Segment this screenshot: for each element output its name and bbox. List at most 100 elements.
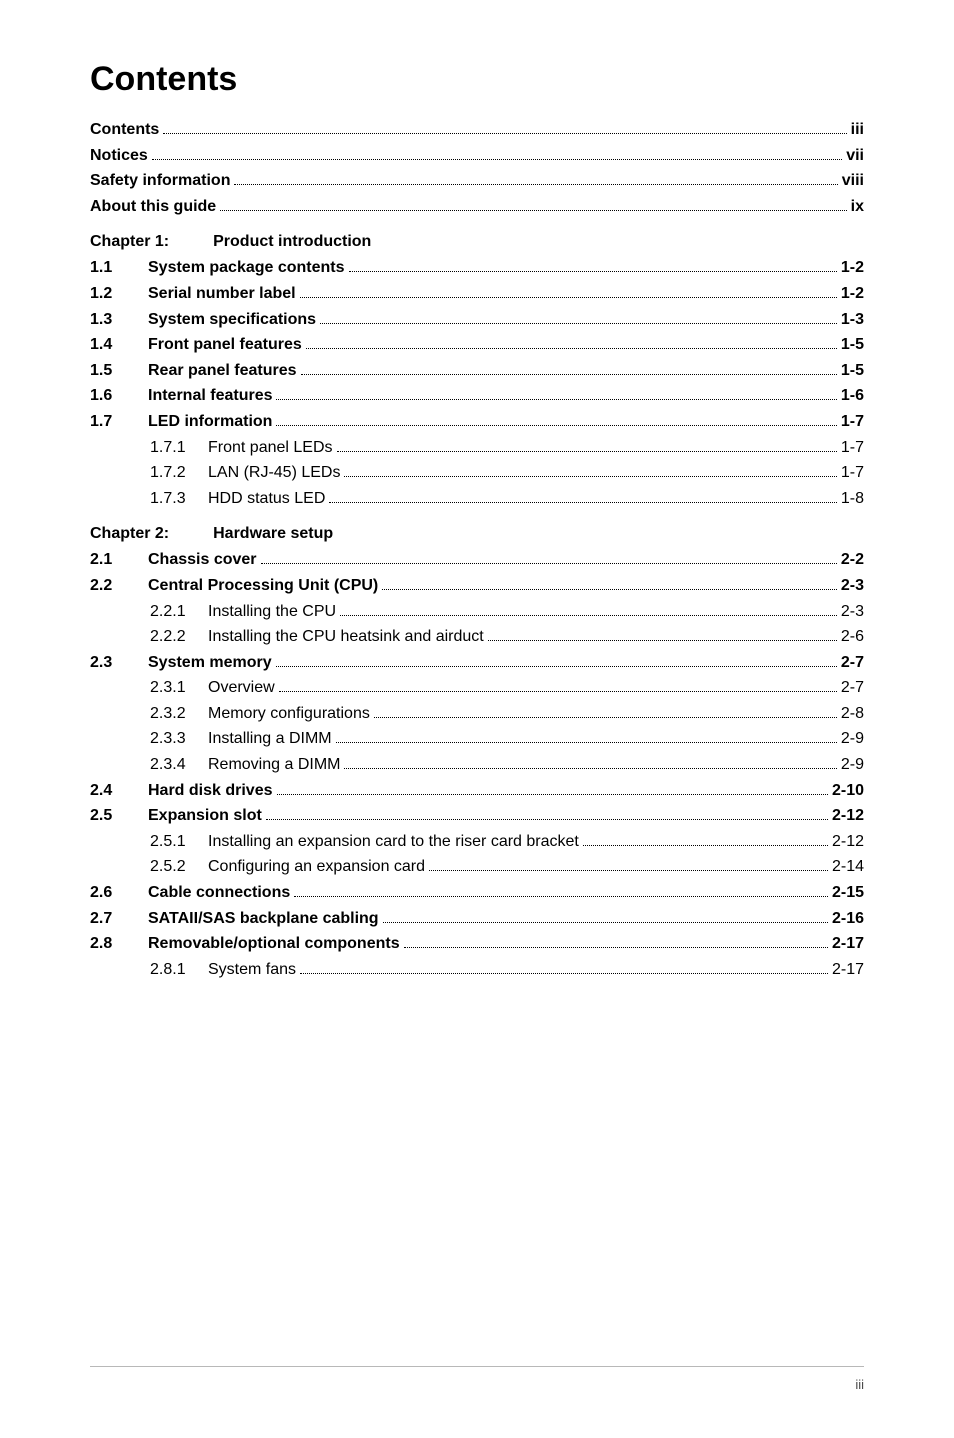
toc-entry: 2.1Chassis cover 2-2 — [90, 547, 864, 573]
toc-page: 2-16 — [832, 906, 864, 932]
leader-dots — [382, 589, 837, 590]
toc-page: 1-2 — [841, 255, 864, 281]
toc-page: 2-12 — [832, 803, 864, 829]
toc-page: 1-5 — [841, 358, 864, 384]
toc-subentry: 2.3.3Installing a DIMM 2-9 — [90, 726, 864, 752]
toc-entry: 2.6Cable connections 2-15 — [90, 880, 864, 906]
toc-label: 2.8.1System fans — [150, 957, 296, 983]
toc-entry: 2.3System memory 2-7 — [90, 650, 864, 676]
leader-dots — [163, 133, 846, 134]
leader-dots — [276, 399, 836, 400]
leader-dots — [279, 691, 837, 692]
chapter-block: Chapter 1: Product introduction 1.1Syste… — [90, 233, 864, 511]
leader-dots — [349, 271, 837, 272]
leader-dots — [336, 742, 837, 743]
toc-subentry: 2.3.2Memory configurations 2-8 — [90, 701, 864, 727]
toc-entry: 1.6Internal features 1-6 — [90, 383, 864, 409]
toc-label: 1.1System package contents — [90, 255, 345, 281]
leader-dots — [220, 210, 846, 211]
toc-entry: 2.7SATAII/SAS backplane cabling 2-16 — [90, 906, 864, 932]
toc-page: vii — [846, 143, 864, 169]
spacer — [169, 233, 213, 251]
leader-dots — [429, 870, 828, 871]
document-page: Contents Contents iii Notices vii Safety… — [0, 0, 954, 1438]
toc-page: viii — [842, 168, 864, 194]
leader-dots — [276, 425, 836, 426]
toc-label: 2.2.1Installing the CPU — [150, 599, 336, 625]
leader-dots — [277, 794, 828, 795]
toc-page: 2-3 — [841, 599, 864, 625]
toc-page: 1-7 — [841, 460, 864, 486]
leader-dots — [583, 845, 828, 846]
leader-dots — [374, 717, 837, 718]
toc-subentry: 2.2.2Installing the CPU heatsink and air… — [90, 624, 864, 650]
toc-page: 2-8 — [841, 701, 864, 727]
toc-label: 2.5Expansion slot — [90, 803, 262, 829]
toc-page: 2-2 — [841, 547, 864, 573]
toc-page: 2-17 — [832, 931, 864, 957]
leader-dots — [152, 159, 842, 160]
leader-dots — [266, 819, 828, 820]
toc-entry: 1.2Serial number label 1-2 — [90, 281, 864, 307]
toc-label: 2.3.2Memory configurations — [150, 701, 370, 727]
page-footer: iii — [90, 1366, 864, 1392]
toc-label: 1.6Internal features — [90, 383, 272, 409]
toc-subentry: 2.3.4Removing a DIMM 2-9 — [90, 752, 864, 778]
toc-entry: 1.7LED information 1-7 — [90, 409, 864, 435]
toc-subentry: 2.5.2Configuring an expansion card 2-14 — [90, 854, 864, 880]
toc-label: 2.6Cable connections — [90, 880, 290, 906]
toc-entry: 1.5Rear panel features 1-5 — [90, 358, 864, 384]
toc-page: 2-6 — [841, 624, 864, 650]
page-title: Contents — [90, 60, 864, 99]
toc-label: 2.3.3Installing a DIMM — [150, 726, 332, 752]
toc-label: Safety information — [90, 168, 230, 194]
toc-label: 2.2.2Installing the CPU heatsink and air… — [150, 624, 484, 650]
leader-dots — [276, 666, 837, 667]
toc-label: 1.7.3HDD status LED — [150, 486, 325, 512]
toc-page: 2-3 — [841, 573, 864, 599]
toc-label: 1.5Rear panel features — [90, 358, 297, 384]
leader-dots — [329, 502, 837, 503]
toc-page: 1-6 — [841, 383, 864, 409]
chapter-heading: Chapter 1: Product introduction — [90, 233, 864, 251]
chapter-name: Hardware setup — [213, 525, 333, 543]
toc-subentry: 2.5.1Installing an expansion card to the… — [90, 829, 864, 855]
chapter-block: Chapter 2: Hardware setup 2.1Chassis cov… — [90, 525, 864, 982]
toc-label: 1.7.1Front panel LEDs — [150, 435, 333, 461]
toc-subentry: 2.3.1Overview 2-7 — [90, 675, 864, 701]
toc-page: 1-5 — [841, 332, 864, 358]
toc-entry: 1.1System package contents 1-2 — [90, 255, 864, 281]
toc-entry: 1.3System specifications 1-3 — [90, 307, 864, 333]
toc-label: 2.3.1Overview — [150, 675, 275, 701]
toc-page: 2-10 — [832, 778, 864, 804]
leader-dots — [300, 973, 828, 974]
toc-label: 2.1Chassis cover — [90, 547, 257, 573]
toc-label: 2.8Removable/optional components — [90, 931, 400, 957]
leader-dots — [320, 323, 837, 324]
toc-page: 1-7 — [841, 435, 864, 461]
leader-dots — [383, 922, 828, 923]
toc-entry: 2.5Expansion slot 2-12 — [90, 803, 864, 829]
toc-label: 1.2Serial number label — [90, 281, 296, 307]
toc-label: 1.4Front panel features — [90, 332, 302, 358]
toc-label: 2.5.2Configuring an expansion card — [150, 854, 425, 880]
toc-label: 2.7SATAII/SAS backplane cabling — [90, 906, 379, 932]
leader-dots — [306, 348, 837, 349]
chapter-label: Chapter 2: — [90, 525, 169, 543]
leader-dots — [488, 640, 837, 641]
toc-page: 2-7 — [841, 675, 864, 701]
leader-dots — [337, 451, 837, 452]
toc-label: 1.3System specifications — [90, 307, 316, 333]
toc-label: About this guide — [90, 194, 216, 220]
leader-dots — [234, 184, 837, 185]
chapter-name: Product introduction — [213, 233, 371, 251]
toc-page: ix — [851, 194, 864, 220]
chapter-label: Chapter 1: — [90, 233, 169, 251]
toc-label: 2.4Hard disk drives — [90, 778, 273, 804]
toc-page: 1-3 — [841, 307, 864, 333]
toc-label: 2.3System memory — [90, 650, 272, 676]
toc-entry: 1.4Front panel features 1-5 — [90, 332, 864, 358]
toc-entry: About this guide ix — [90, 194, 864, 220]
toc-subentry: 2.2.1Installing the CPU 2-3 — [90, 599, 864, 625]
leader-dots — [404, 947, 828, 948]
